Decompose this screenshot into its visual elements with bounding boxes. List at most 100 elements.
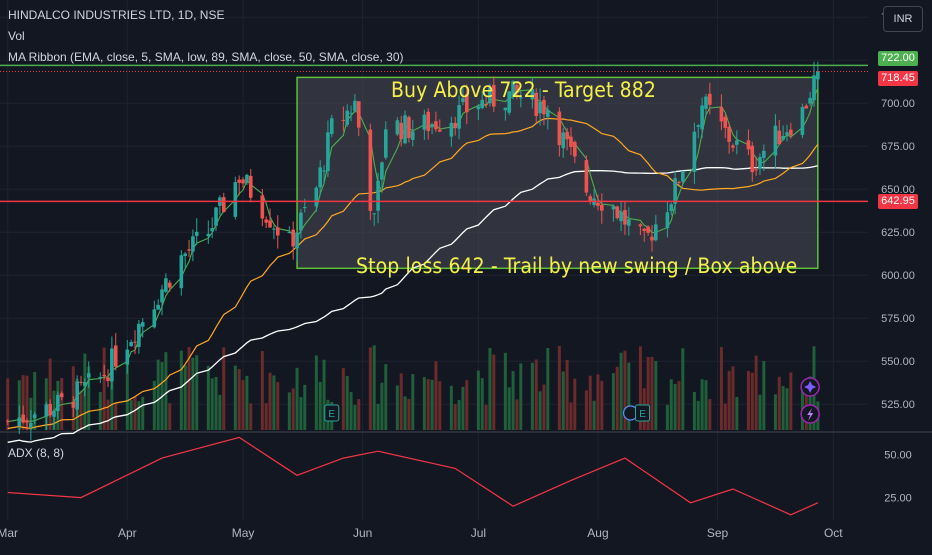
candle-body xyxy=(102,374,106,376)
volume-bar xyxy=(750,372,754,430)
candle-body xyxy=(515,84,519,93)
candle-body xyxy=(322,170,326,172)
candle xyxy=(110,336,114,390)
candle-body xyxy=(59,393,64,398)
candle-body xyxy=(665,212,670,229)
candle-body xyxy=(353,100,357,112)
candle-body xyxy=(79,381,83,383)
adx-y-tick-label: 50.00 xyxy=(884,450,912,462)
candle-body xyxy=(588,196,593,201)
volume-bar xyxy=(303,384,307,430)
candle-body xyxy=(17,417,22,427)
candle xyxy=(56,391,60,420)
candle-body xyxy=(25,420,29,423)
candle xyxy=(241,176,245,189)
candle-body xyxy=(318,167,322,188)
currency-button[interactable]: INR xyxy=(883,6,923,32)
candle xyxy=(245,173,249,186)
candle xyxy=(530,76,535,109)
candle xyxy=(731,143,735,152)
candle xyxy=(816,61,820,89)
adx-legend: ADX (8, 8) xyxy=(8,446,65,460)
candle-body xyxy=(461,98,465,103)
candle xyxy=(17,405,22,435)
candle xyxy=(785,124,789,142)
candle xyxy=(410,120,415,147)
volume-bar xyxy=(152,380,156,430)
candle xyxy=(380,161,384,189)
volume-bar xyxy=(48,358,52,430)
candle xyxy=(272,225,276,240)
candle xyxy=(32,411,37,425)
candle xyxy=(650,225,654,252)
stop-loss-annotation: Stop loss 642 - Trail by new swing / Box… xyxy=(356,254,798,278)
earnings-icon-glyph: E xyxy=(328,409,335,420)
adx-y-tick-label: 25.00 xyxy=(884,493,912,505)
volume-bar xyxy=(573,378,577,430)
candle-body xyxy=(542,99,546,115)
volume-bar xyxy=(260,350,264,430)
volume-bar xyxy=(565,359,569,430)
candle xyxy=(565,127,569,151)
candle-body xyxy=(642,228,647,231)
candle-body xyxy=(584,160,589,193)
candle xyxy=(221,192,226,213)
volume-bar xyxy=(372,345,376,430)
volume-bar xyxy=(368,347,372,430)
volume-bar xyxy=(164,352,168,430)
volume-bar xyxy=(669,379,673,430)
candle xyxy=(542,95,546,126)
candle-body xyxy=(727,126,731,142)
volume-bar xyxy=(125,352,129,430)
volume-bar xyxy=(98,392,102,430)
candle-body xyxy=(569,136,573,147)
candle-body xyxy=(511,80,515,97)
x-axis-tick-label: Sep xyxy=(707,526,729,540)
candle xyxy=(152,300,157,329)
candle xyxy=(569,127,573,156)
volume-bar xyxy=(557,345,561,430)
candle-body xyxy=(723,116,728,128)
candle-body xyxy=(488,87,492,104)
sma50-line xyxy=(7,165,818,443)
candle-body xyxy=(383,129,388,158)
candle xyxy=(692,122,697,184)
candle xyxy=(808,91,812,107)
candle xyxy=(260,189,265,227)
candle-body xyxy=(434,121,438,130)
volume-bar xyxy=(318,381,322,430)
candle xyxy=(615,205,620,220)
candle xyxy=(314,185,319,212)
volume-bar xyxy=(619,352,623,430)
candle-body xyxy=(98,376,103,379)
candle xyxy=(619,200,623,232)
candle xyxy=(750,141,755,182)
volume-bar xyxy=(654,361,658,430)
candle xyxy=(638,223,643,236)
candle xyxy=(86,361,91,388)
candle-body xyxy=(480,99,485,109)
candle xyxy=(275,215,280,249)
volume-bar xyxy=(187,346,191,430)
range-box xyxy=(296,76,819,270)
volume-bar xyxy=(426,379,430,430)
candle-body xyxy=(302,207,307,209)
candle xyxy=(140,318,145,338)
candle xyxy=(727,122,731,154)
candle xyxy=(800,103,805,139)
volume-bar xyxy=(430,379,434,430)
candle-body xyxy=(160,289,164,303)
volume-bar xyxy=(87,366,91,430)
candle-body xyxy=(275,227,280,236)
candle-body xyxy=(804,105,809,109)
volume-bar xyxy=(623,350,627,430)
volume-bar xyxy=(542,384,546,430)
volume-bar xyxy=(727,370,731,430)
candle-body xyxy=(669,204,674,212)
earnings-marker: E xyxy=(635,404,651,422)
candle-body xyxy=(773,125,778,156)
candle xyxy=(248,168,253,203)
volume-bar xyxy=(438,381,442,430)
